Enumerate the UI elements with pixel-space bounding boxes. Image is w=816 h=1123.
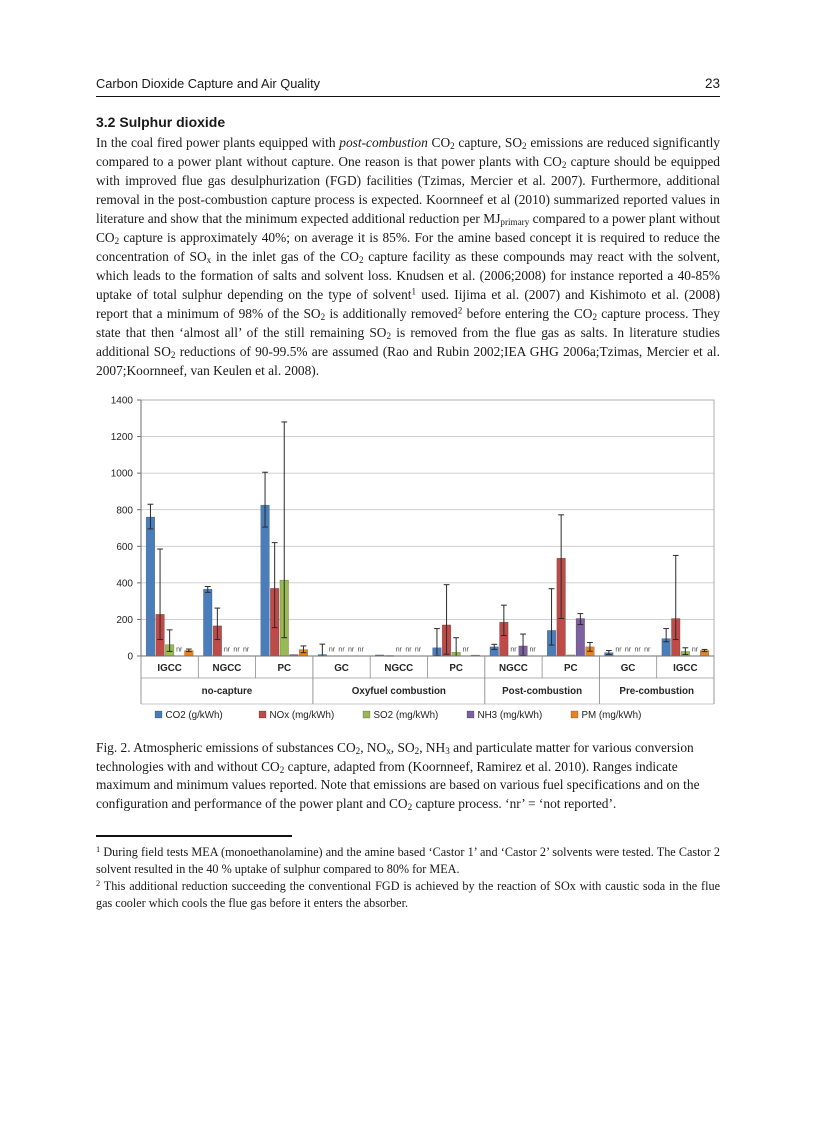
- group-label: Oxyfuel combustion: [352, 686, 446, 697]
- nr-label: nr: [233, 647, 240, 654]
- legend-label: PM (mg/kWh): [582, 710, 642, 721]
- y-tick-label: 1200: [111, 432, 134, 443]
- legend-label: SO2 (mg/kWh): [374, 710, 439, 721]
- nr-label: nr: [243, 647, 250, 654]
- category-label: PC: [449, 663, 463, 674]
- nr-label: nr: [615, 647, 622, 654]
- y-tick-label: 600: [116, 542, 133, 553]
- footnote-separator: [96, 835, 292, 838]
- nr-label: nr: [358, 647, 365, 654]
- y-tick-label: 400: [116, 578, 133, 589]
- nr-label: nr: [396, 647, 403, 654]
- section-heading: 3.2 Sulphur dioxide: [96, 114, 226, 130]
- legend-swatch: [570, 710, 579, 719]
- nr-label: nr: [635, 647, 642, 654]
- nr-label: nr: [338, 647, 345, 654]
- y-tick-label: 200: [116, 615, 133, 626]
- category-label: GC: [334, 663, 349, 674]
- category-label: NGCC: [499, 663, 528, 674]
- nr-label: nr: [530, 647, 537, 654]
- footnote-2: 2 This additional reduction succeeding t…: [96, 878, 720, 910]
- nr-label: nr: [510, 647, 517, 654]
- y-tick-label: 800: [116, 505, 133, 516]
- group-label: no-capture: [202, 686, 253, 697]
- nr-label: nr: [644, 647, 651, 654]
- legend-label: NH3 (mg/kWh): [478, 710, 543, 721]
- figure-chart: 0 200 400 600 800 1000 1200 1400 nr IGCC nr nr nr NGC…: [96, 393, 720, 733]
- footnotes-block: 1 During field tests MEA (monoethanolami…: [96, 835, 720, 911]
- legend-label: CO2 (g/kWh): [166, 710, 223, 721]
- category-label: IGCC: [673, 663, 698, 674]
- plot-border: [140, 399, 715, 657]
- page-number: 23: [704, 76, 720, 91]
- category-label: NGCC: [384, 663, 413, 674]
- figure-caption: Fig. 2. Atmospheric emissions of substan…: [96, 740, 700, 812]
- group-label: Pre-combustion: [619, 686, 694, 697]
- nr-label: nr: [405, 647, 412, 654]
- nr-label: nr: [692, 647, 699, 654]
- nr-label: nr: [463, 647, 470, 654]
- nr-label: nr: [625, 647, 632, 654]
- bar: [203, 589, 213, 657]
- running-header-title: Carbon Dioxide Capture and Air Quality: [96, 76, 321, 91]
- legend-label: NOx (mg/kWh): [270, 710, 335, 721]
- category-label: IGCC: [157, 663, 182, 674]
- nr-label: nr: [329, 647, 336, 654]
- running-header: Carbon Dioxide Capture and Air Quality 2…: [96, 76, 720, 97]
- group-label: Post-combustion: [502, 686, 582, 697]
- nr-label: nr: [348, 647, 355, 654]
- body-paragraph: In the coal fired power plants equipped …: [96, 135, 721, 378]
- category-label: PC: [277, 663, 291, 674]
- nr-label: nr: [176, 647, 183, 654]
- legend-swatch: [154, 710, 163, 719]
- footnote-1: 1 During field tests MEA (monoethanolami…: [96, 845, 720, 877]
- bar: [260, 504, 270, 657]
- nr-label: nr: [415, 647, 422, 654]
- category-label: NGCC: [213, 663, 242, 674]
- bar: [145, 516, 156, 657]
- legend-swatch: [362, 710, 371, 719]
- y-tick-label: 1000: [111, 469, 134, 480]
- nr-label: nr: [224, 647, 231, 654]
- y-tick-label: 1400: [111, 396, 134, 407]
- legend-swatch: [466, 710, 475, 719]
- category-label: PC: [564, 663, 578, 674]
- legend-swatch: [258, 710, 267, 719]
- y-tick-label: 0: [127, 652, 133, 663]
- category-label: GC: [621, 663, 636, 674]
